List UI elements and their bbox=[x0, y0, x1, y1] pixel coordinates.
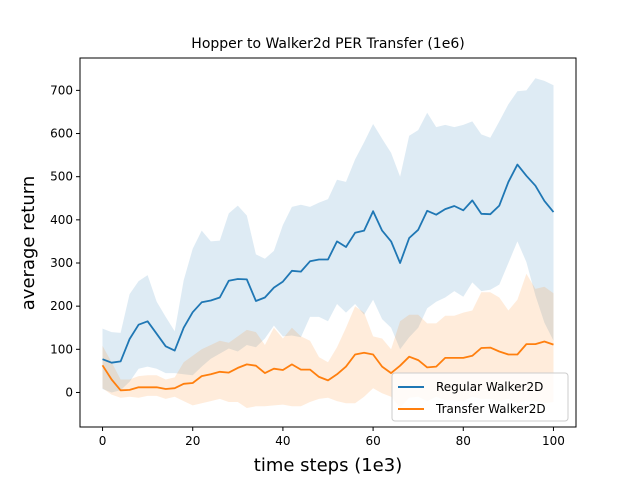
regular-walker2d-confidence-band bbox=[102, 78, 554, 393]
x-tick-label: 40 bbox=[275, 434, 290, 448]
x-tick-label: 80 bbox=[456, 434, 471, 448]
axes-frame bbox=[79, 57, 577, 428]
y-tick-label: 600 bbox=[50, 127, 73, 141]
y-tick-label: 500 bbox=[50, 170, 73, 184]
y-tick-label: 700 bbox=[50, 83, 73, 97]
y-axis-label: average return bbox=[18, 176, 39, 310]
legend-box bbox=[391, 372, 569, 422]
y-tick-label: 300 bbox=[50, 256, 73, 270]
transfer-walker2d-legend-label: Transfer Walker2D bbox=[435, 402, 546, 416]
x-axis-label: time steps (1e3) bbox=[254, 455, 402, 476]
legend: Regular Walker2D Transfer Walker2D bbox=[391, 372, 569, 422]
y-tick-label: 100 bbox=[50, 342, 73, 356]
y-tick-label: 400 bbox=[50, 213, 73, 227]
chart-title: Hopper to Walker2d PER Transfer (1e6) bbox=[191, 36, 464, 52]
y-tick-label: 200 bbox=[50, 299, 73, 313]
regular-walker2d-legend-label: Regular Walker2D bbox=[436, 380, 543, 394]
y-tick-label: 0 bbox=[65, 385, 73, 399]
x-tick-label: 100 bbox=[542, 434, 565, 448]
regular-walker2d-line bbox=[102, 163, 555, 364]
x-tick-label: 20 bbox=[185, 434, 200, 448]
x-axis: 0 20 40 60 80 100 bbox=[99, 427, 565, 448]
transfer-walker2d-line bbox=[101, 340, 554, 392]
x-tick-label: 0 bbox=[99, 434, 107, 448]
y-axis: 0 100 200 300 400 500 600 700 bbox=[50, 83, 80, 399]
x-tick-label: 60 bbox=[365, 434, 380, 448]
